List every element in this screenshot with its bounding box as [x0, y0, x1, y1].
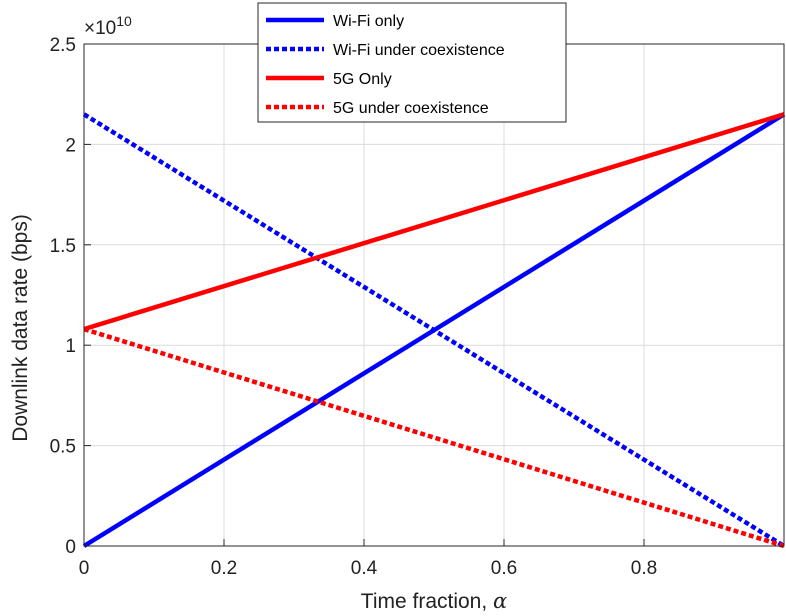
x-axis-label-text: Time fraction,	[361, 590, 493, 613]
x-tick-label: 0.4	[351, 558, 378, 579]
series-line-5g-under-coexistence	[83, 326, 785, 549]
legend-label-wi-fi-under-coexistence: Wi-Fi under coexistence	[333, 42, 505, 59]
series-line-wi-fi-under-coexistence	[82, 112, 786, 548]
y-tick-label: 2.5	[50, 35, 76, 56]
x-axis-label-symbol: α	[493, 589, 507, 613]
x-tick-label: 0.8	[631, 558, 657, 579]
series-line-5g-only	[83, 112, 785, 332]
series-lines	[82, 112, 786, 549]
y-tick-label: 1	[65, 336, 76, 357]
x-tick-label: 0.2	[211, 558, 237, 579]
y-tick-label: 1.5	[50, 236, 76, 257]
y-tick-label: 2	[65, 135, 76, 156]
y-axis-multiplier: ×1010	[84, 13, 132, 39]
legend-box	[257, 2, 567, 123]
legend-label-5g-only: 5G Only	[333, 71, 392, 88]
legend: Wi-Fi only Wi-Fi under coexistence 5G Only…	[257, 2, 567, 123]
y-tick-label: 0.5	[50, 437, 76, 458]
x-tick-label: 0.6	[491, 558, 517, 579]
legend-label-wi-fi-only: Wi-Fi only	[333, 13, 404, 30]
x-axis-label: Time fraction, α	[361, 589, 507, 613]
legend-label-5g-under-coexistence: 5G under coexistence	[333, 100, 489, 117]
axis-ticks: 0 0.2 0.4 0.6 0.8 0 0.5 1 1.5 2 2.5	[50, 35, 658, 579]
y-axis-multiplier-base: ×10	[84, 18, 116, 39]
x-tick-label: 0	[79, 558, 90, 579]
y-axis-multiplier-exponent: 10	[116, 13, 132, 29]
y-axis-label: Downlink data rate (bps)	[9, 214, 32, 442]
y-tick-label: 0	[65, 537, 76, 558]
